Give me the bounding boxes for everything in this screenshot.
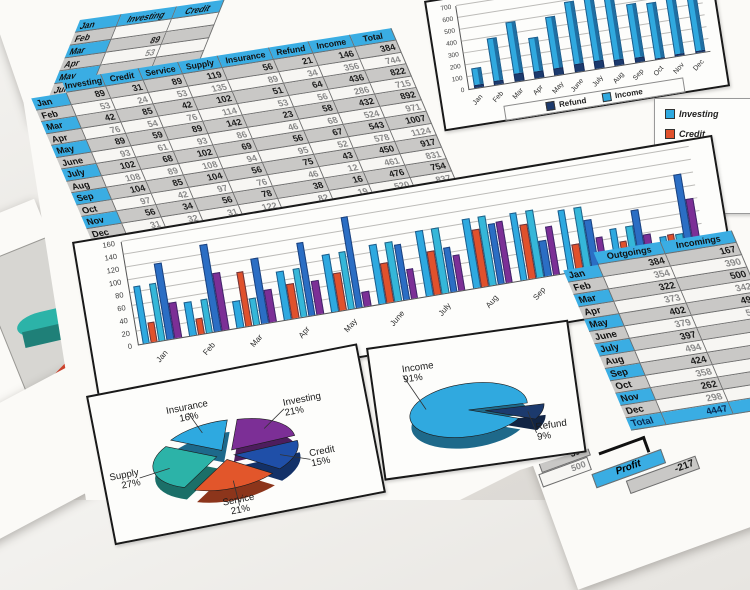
legend-label: Income — [614, 86, 644, 101]
legend-item: Credit — [665, 129, 705, 139]
y-axis-tick-label: 300 — [447, 51, 460, 60]
outgoings-pie-panel: Investing21% Credit15% Service21% Supply27%… — [86, 343, 386, 546]
legend-label: Credit — [679, 129, 706, 139]
refund-pie-label: Refund9% — [535, 418, 569, 443]
insurance-slice — [170, 419, 228, 451]
photo-of-printed-spreadsheets: { "scene": {"description": "Photograph o… — [0, 0, 750, 546]
gridline — [459, 0, 701, 30]
y-axis-tick-label: 700 — [440, 3, 452, 13]
legend-swatch — [665, 109, 675, 119]
pie-label-line — [279, 454, 311, 460]
income-refund-pie-panel: Income91% Refund9% — [366, 319, 587, 481]
refund-bar — [593, 59, 605, 70]
legend-label: Refund — [558, 95, 588, 110]
pie-label-line — [139, 468, 170, 479]
x-axis-tick-label: Jan — [154, 348, 170, 365]
y-axis-tick-label: 100 — [451, 74, 464, 84]
x-axis-tick-label: June — [387, 308, 406, 328]
income-bar — [505, 21, 524, 75]
legend-swatch — [665, 129, 675, 139]
pie-label-line — [263, 408, 285, 429]
legend-item: Income — [601, 86, 644, 103]
x-axis-tick-label: Sep — [531, 285, 548, 302]
x-axis-tick-label: Dec — [692, 58, 706, 73]
credit-slice — [233, 439, 299, 470]
pie-label-line — [402, 375, 427, 410]
legend-label: Investing — [679, 109, 719, 119]
insurance-pie-label: Insurance16% — [165, 398, 211, 427]
insurance-bar — [361, 290, 372, 307]
income-refund-pie: Income91% Refund9% — [401, 360, 569, 449]
refund-bar — [513, 72, 525, 82]
credit-pie-label: Credit15% — [308, 444, 338, 470]
x-axis-tick-label: Aug — [484, 293, 501, 310]
x-axis-tick-label: Mar — [248, 332, 265, 349]
x-axis-tick-label: Feb — [491, 90, 505, 105]
gridline — [456, 0, 698, 7]
supply-slice — [152, 446, 218, 488]
y-axis-tick-label: 0 — [460, 86, 465, 95]
x-axis-tick-label: July — [437, 301, 454, 318]
y-axis-tick-label: 600 — [441, 15, 454, 25]
y-axis-tick-label: 500 — [443, 27, 456, 36]
income-slice — [409, 382, 528, 438]
legend-swatch — [601, 91, 612, 103]
income-pie-label: Income91% — [401, 360, 435, 385]
legend-swatch — [545, 100, 556, 112]
x-axis-tick-label: May — [341, 316, 359, 335]
supply-pie-label: Supply27% — [109, 467, 142, 493]
income-bar — [685, 0, 705, 51]
income-bar — [646, 1, 665, 59]
refund-bar — [573, 62, 585, 73]
legend-item: Refund — [545, 95, 588, 112]
investing-pie-label: Investing21% — [282, 391, 324, 419]
pie-label-line — [187, 412, 203, 434]
income-bar — [471, 66, 484, 86]
x-axis-tick-label: Feb — [201, 340, 217, 357]
outgoings-share-pie: Investing21%Credit15%Service21%Supply27%… — [109, 391, 338, 518]
investing-slice — [231, 418, 296, 451]
y-axis-tick-label: 0 — [127, 341, 133, 352]
pie-label-line — [527, 411, 537, 434]
x-axis-tick-label: Apr — [296, 324, 312, 341]
legend-item: Investing — [665, 109, 719, 119]
x-axis-tick-label: Jan — [471, 93, 485, 107]
income-bar — [665, 0, 685, 55]
y-axis-tick-label: 200 — [449, 62, 462, 72]
y-axis-tick-label: 400 — [445, 39, 458, 48]
